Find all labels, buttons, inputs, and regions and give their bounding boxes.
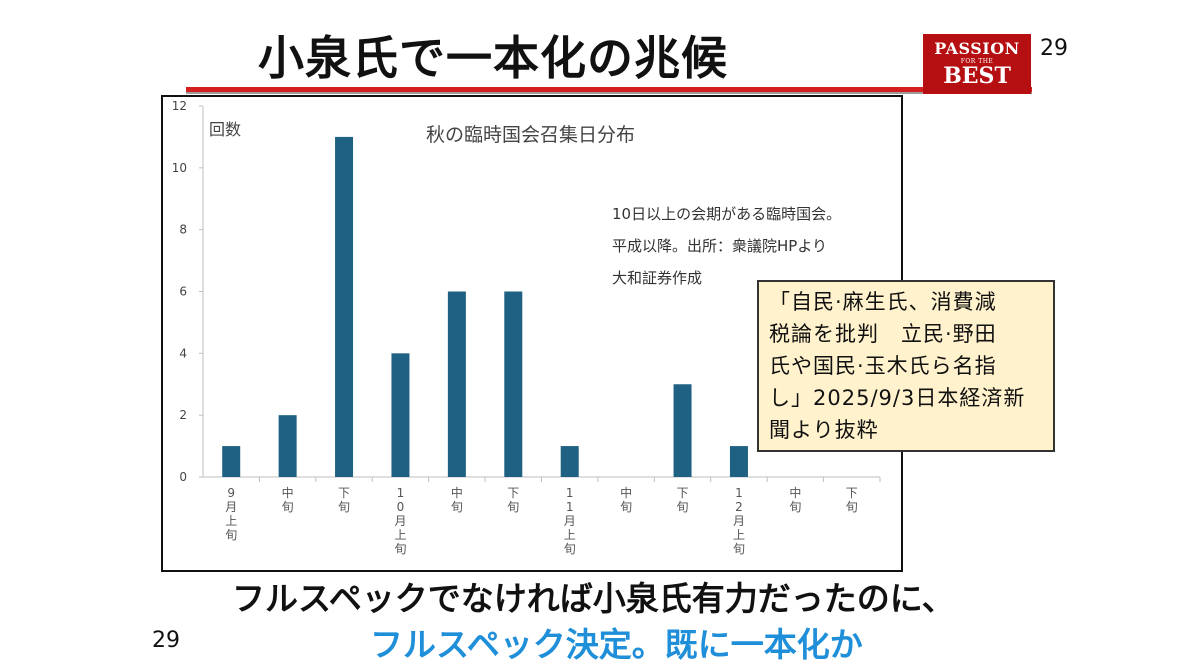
x-tick-label: 中旬 (451, 485, 463, 514)
x-tick-label: 1 0 月上旬 (394, 486, 406, 556)
x-tick-label: 中旬 (282, 485, 294, 514)
bar (391, 353, 410, 477)
x-tick-char: 旬 (394, 542, 406, 556)
y-tick-label: 6 (179, 285, 187, 299)
slide-number-top: 29 (1040, 36, 1068, 61)
bar (278, 415, 297, 477)
brand-logo: PASSION FOR THE BEST (923, 34, 1031, 94)
y-tick-label: 10 (172, 161, 187, 175)
x-tick-char: 下 (507, 486, 519, 500)
x-tick-char: 月 (564, 514, 576, 528)
x-tick-char: 1 (397, 486, 405, 500)
callout-line: 氏や国民·玉木氏ら名指 (769, 354, 997, 378)
callout-line: 「自民·麻生氏、消費減 (769, 290, 997, 314)
logo-line1: PASSION (934, 39, 1020, 58)
x-tick-char: 中 (451, 485, 463, 500)
x-tick-char: 下 (846, 486, 858, 500)
x-tick-char: 1 (566, 500, 574, 514)
slide-number-bottom: 29 (152, 628, 180, 653)
x-tick-char: 月 (225, 500, 237, 514)
logo-line3: BEST (943, 63, 1011, 89)
x-tick-char: 旬 (564, 542, 576, 556)
x-tick-char: 旬 (507, 500, 519, 514)
x-tick-label: 下旬 (507, 486, 519, 514)
x-tick-char: 旬 (620, 500, 632, 514)
x-tick-char: 中 (789, 485, 801, 500)
x-tick-char: 旬 (677, 500, 689, 514)
x-tick-char: 旬 (733, 542, 745, 556)
y-tick-label: 4 (179, 346, 187, 360)
title-underline-gray (186, 92, 1032, 94)
x-tick-char: 0 (397, 500, 405, 514)
x-tick-char: 旬 (789, 500, 801, 514)
x-tick-char: 1 (566, 486, 574, 500)
chart-note: 10日以上の会期がある臨時国会。 平成以降。出所：衆議院HPより 大和証券作成 (612, 198, 841, 294)
x-tick-label: 中旬 (620, 485, 632, 514)
bar (447, 291, 466, 477)
caption-line-1: フルスペックでなければ小泉氏有力だったのに、 (232, 579, 955, 618)
callout-line: 聞より抜粋 (769, 418, 879, 442)
x-tick-char: 2 (735, 500, 743, 514)
x-tick-char: 上 (225, 514, 237, 528)
y-axis-label: 回数 (209, 120, 242, 139)
news-quote-callout: 「自民·麻生氏、消費減 税論を批判 立民·野田 氏や国民·玉木氏ら名指 し」20… (757, 280, 1055, 452)
x-tick-char: 月 (394, 514, 406, 528)
y-tick-label: 8 (179, 223, 187, 237)
x-tick-char: 旬 (225, 528, 237, 542)
slide-title: 小泉氏で一本化の兆候 (258, 31, 728, 85)
y-tick-label: 2 (179, 408, 187, 422)
x-tick-label: 下旬 (846, 486, 858, 514)
x-tick-char: 9 (227, 486, 235, 500)
bar (729, 446, 748, 477)
chart-note-line: 大和証券作成 (612, 269, 703, 287)
bar (222, 446, 241, 477)
x-tick-char: 下 (677, 486, 689, 500)
chart-note-line: 平成以降。出所：衆議院HPより (612, 237, 828, 255)
title-underline-red (186, 87, 1032, 92)
x-tick-label: 下旬 (338, 486, 350, 514)
x-tick-char: 1 (735, 486, 743, 500)
x-tick-label: 9 月上旬 (225, 486, 237, 542)
x-tick-label: 下旬 (677, 486, 689, 514)
x-tick-char: 旬 (282, 500, 294, 514)
logo-line2: FOR THE (960, 58, 994, 65)
x-tick-label: 中旬 (789, 485, 801, 514)
chart-title: 秋の臨時国会召集日分布 (426, 124, 636, 146)
x-tick-char: 旬 (451, 500, 463, 514)
bar (673, 384, 692, 477)
y-tick-label: 12 (172, 99, 187, 113)
x-tick-char: 中 (620, 485, 632, 500)
x-tick-label: 1 2 月上旬 (733, 486, 745, 556)
x-tick-label: 1 1 月上旬 (564, 486, 576, 556)
x-tick-char: 上 (394, 528, 406, 542)
x-tick-char: 旬 (846, 500, 858, 514)
x-tick-char: 上 (564, 528, 576, 542)
bar (560, 446, 579, 477)
callout-line: し」2025/9/3日本経済新 (769, 386, 1026, 410)
chart-note-line: 10日以上の会期がある臨時国会。 (612, 205, 842, 223)
bar (504, 291, 523, 477)
x-tick-char: 上 (733, 528, 745, 542)
caption-line-2: フルスペック決定。既に一本化か (370, 625, 863, 664)
x-tick-char: 月 (733, 514, 745, 528)
bar (335, 136, 354, 477)
y-tick-label: 0 (179, 470, 187, 484)
x-tick-char: 中 (282, 485, 294, 500)
x-tick-char: 下 (338, 486, 350, 500)
callout-line: 税論を批判 立民·野田 (769, 322, 997, 346)
x-tick-char: 旬 (338, 500, 350, 514)
